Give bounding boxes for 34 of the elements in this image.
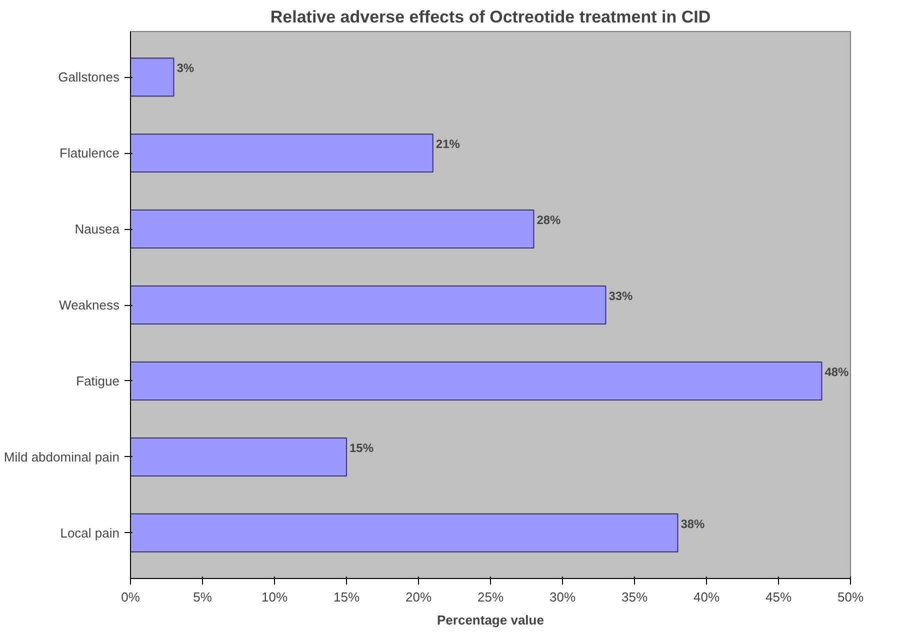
- y-tick-label: Nausea: [74, 222, 120, 237]
- bar: [130, 210, 534, 249]
- bar: [130, 286, 606, 324]
- x-tick-label: 10%: [261, 590, 288, 604]
- x-tick-label: 35%: [621, 590, 648, 604]
- x-tick-label: 40%: [693, 590, 720, 604]
- bar: [130, 134, 434, 173]
- y-tick-label: Weakness: [59, 298, 120, 312]
- y-tick-label: Gallstones: [58, 70, 120, 85]
- x-tick-label: 20%: [405, 590, 432, 604]
- x-tick-label: 25%: [477, 590, 504, 604]
- y-tick-label: Flatulence: [60, 146, 120, 161]
- data-label: 48%: [824, 364, 850, 379]
- data-label: 21%: [436, 137, 460, 152]
- x-tick-label: 45%: [765, 590, 792, 604]
- x-tick-label: 15%: [333, 590, 360, 604]
- bar: [130, 361, 822, 400]
- chart-title: Relative adverse effects of Octreotide treatment in CID: [270, 8, 711, 26]
- x-tick-label: 0%: [121, 590, 140, 604]
- x-axis-title: Percentage value: [437, 612, 544, 628]
- data-label: 28%: [536, 213, 562, 228]
- y-tick-label: Local pain: [60, 525, 120, 540]
- bar: [130, 58, 174, 97]
- data-label: 15%: [350, 440, 374, 455]
- bar: [130, 437, 347, 476]
- y-tick-label: Fatigue: [76, 373, 120, 388]
- bar: [130, 513, 678, 552]
- x-tick-label: 5%: [193, 590, 212, 604]
- x-tick-label: 30%: [549, 590, 576, 604]
- y-tick-label: Mild abdominal pain: [4, 449, 120, 464]
- data-label: 33%: [608, 289, 634, 303]
- data-label: 3%: [176, 61, 194, 76]
- data-label: 38%: [680, 516, 706, 531]
- x-tick-label: 50%: [837, 590, 864, 604]
